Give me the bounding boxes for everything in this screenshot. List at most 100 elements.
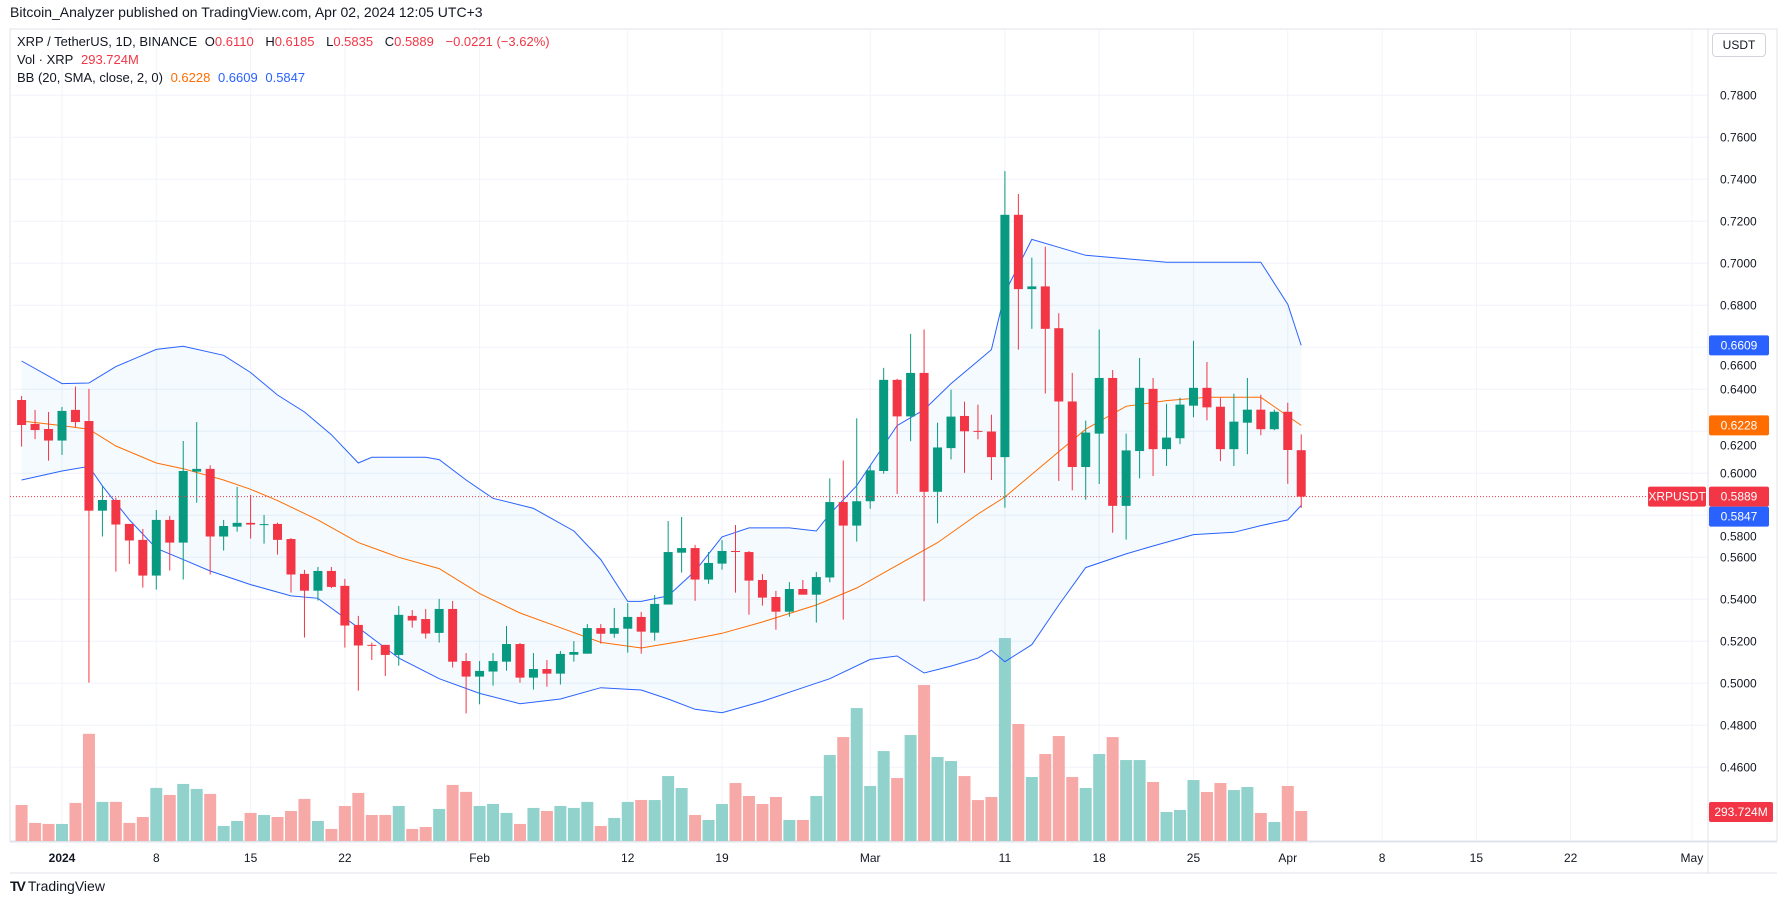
price-tick-label: 0.6200 <box>1720 438 1757 452</box>
volume-bar <box>985 796 998 841</box>
candle-body <box>1296 450 1306 497</box>
volume-bar <box>500 812 513 841</box>
volume-bar <box>163 794 176 841</box>
volume-bar <box>621 801 634 841</box>
volume-bar <box>1120 760 1133 841</box>
candle-body <box>326 570 336 587</box>
volume-bar <box>298 798 311 841</box>
candle-body <box>569 652 579 655</box>
volume-bar <box>608 817 621 841</box>
volume-bar <box>150 787 163 841</box>
volume-bar <box>850 708 863 841</box>
candle-body <box>623 616 633 629</box>
volume-bar <box>716 804 729 841</box>
volume-label[interactable]: Vol · XRP <box>17 52 74 67</box>
candle-body <box>97 499 107 511</box>
volume-bar <box>742 795 755 841</box>
volume-bar <box>756 804 769 841</box>
volume-bar <box>338 805 351 841</box>
candle-body <box>542 669 552 674</box>
high-label: H <box>265 34 275 49</box>
candle-body <box>731 551 740 552</box>
candle-body <box>57 410 67 441</box>
candle-body <box>811 577 821 595</box>
volume-bar <box>662 776 675 841</box>
candle-body <box>1242 409 1252 423</box>
candle-body <box>555 653 565 674</box>
volume-bar <box>123 822 136 841</box>
bb-label[interactable]: BB (20, SMA, close, 2, 0) <box>17 70 163 85</box>
volume-bars <box>15 638 1308 841</box>
candle-body <box>394 614 404 655</box>
candle-body <box>192 468 202 472</box>
candle-body <box>246 522 256 525</box>
volume-bar <box>109 801 122 841</box>
time-tick-label: 15 <box>244 851 258 865</box>
volume-bar <box>1295 811 1308 841</box>
volume-bar <box>918 684 931 841</box>
candle-body <box>502 644 512 662</box>
candle-body <box>744 552 754 581</box>
symbol-tag-bg <box>1648 486 1706 507</box>
volume-bar <box>675 788 688 841</box>
candle-body <box>596 628 606 634</box>
candle-body <box>704 562 714 580</box>
bb-basis-value: 0.6228 <box>170 70 211 85</box>
time-tick-label: 11 <box>999 851 1012 865</box>
candle-body <box>151 519 161 576</box>
candle-body <box>340 585 350 626</box>
volume-bar <box>971 800 984 841</box>
candle-body <box>178 470 188 543</box>
axes[interactable]: 0.4600 0.4800 0.5000 0.5200 0.5400 0.5600 0.58… <box>10 29 1777 874</box>
volume-bar <box>554 805 567 841</box>
candle-body <box>986 431 996 458</box>
legend-ohlc: XRP / TetherUS, 1D, BINANCE O0.6110 H0.6… <box>17 34 554 49</box>
volume-bar <box>823 755 836 841</box>
candle-body <box>44 428 54 441</box>
candle-body <box>771 596 781 612</box>
volume-bar <box>1025 776 1038 841</box>
candle-body <box>865 470 875 502</box>
candle-body <box>757 579 767 598</box>
candle-body <box>677 548 687 553</box>
candle-body <box>784 589 794 612</box>
candle-body <box>259 524 269 526</box>
price-tick-label: 0.6600 <box>1720 358 1757 372</box>
candle-body <box>313 570 323 591</box>
price-tick-label: 0.4600 <box>1720 760 1757 774</box>
volume-tag: 293.724M <box>1714 805 1767 819</box>
tradingview-logo-text: TradingView <box>27 878 105 894</box>
candle-body <box>299 573 309 591</box>
candle-body <box>17 400 27 425</box>
candle-body <box>1202 387 1212 408</box>
symbol-title[interactable]: XRP / TetherUS, 1D, BINANCE <box>17 34 198 49</box>
time-tick-label: 19 <box>715 851 729 865</box>
volume-bar <box>702 819 715 841</box>
candle-body <box>421 619 431 634</box>
tradingview-logo[interactable]: TV TradingView <box>10 878 105 894</box>
candle-body <box>407 615 417 621</box>
volume-bar <box>1012 723 1025 841</box>
volume-bar <box>190 788 203 841</box>
volume-bar <box>433 808 446 841</box>
price-tick-label: 0.6400 <box>1720 382 1757 396</box>
volume-bar <box>1052 736 1065 841</box>
candle-body <box>609 628 619 634</box>
bb-upper-tag-bg <box>1709 335 1769 356</box>
volume-bar <box>1227 790 1240 841</box>
time-tick-label: 8 <box>1379 851 1386 865</box>
volume-bar <box>1241 786 1254 841</box>
candle-body <box>1188 387 1198 406</box>
candle-body <box>1215 406 1225 450</box>
candle-body <box>165 519 175 543</box>
price-tick-label: 0.4800 <box>1720 718 1757 732</box>
time-tick-label: 25 <box>1187 851 1201 865</box>
volume-bar <box>635 799 648 841</box>
legend-volume: Vol · XRP 293.724M <box>17 52 143 67</box>
last-price-tag-bg <box>1709 486 1769 507</box>
currency-button[interactable]: USDT <box>1712 33 1766 57</box>
volume-value: 293.724M <box>80 52 139 67</box>
volume-bar <box>1160 812 1173 841</box>
time-tick-label: 22 <box>1564 851 1578 865</box>
